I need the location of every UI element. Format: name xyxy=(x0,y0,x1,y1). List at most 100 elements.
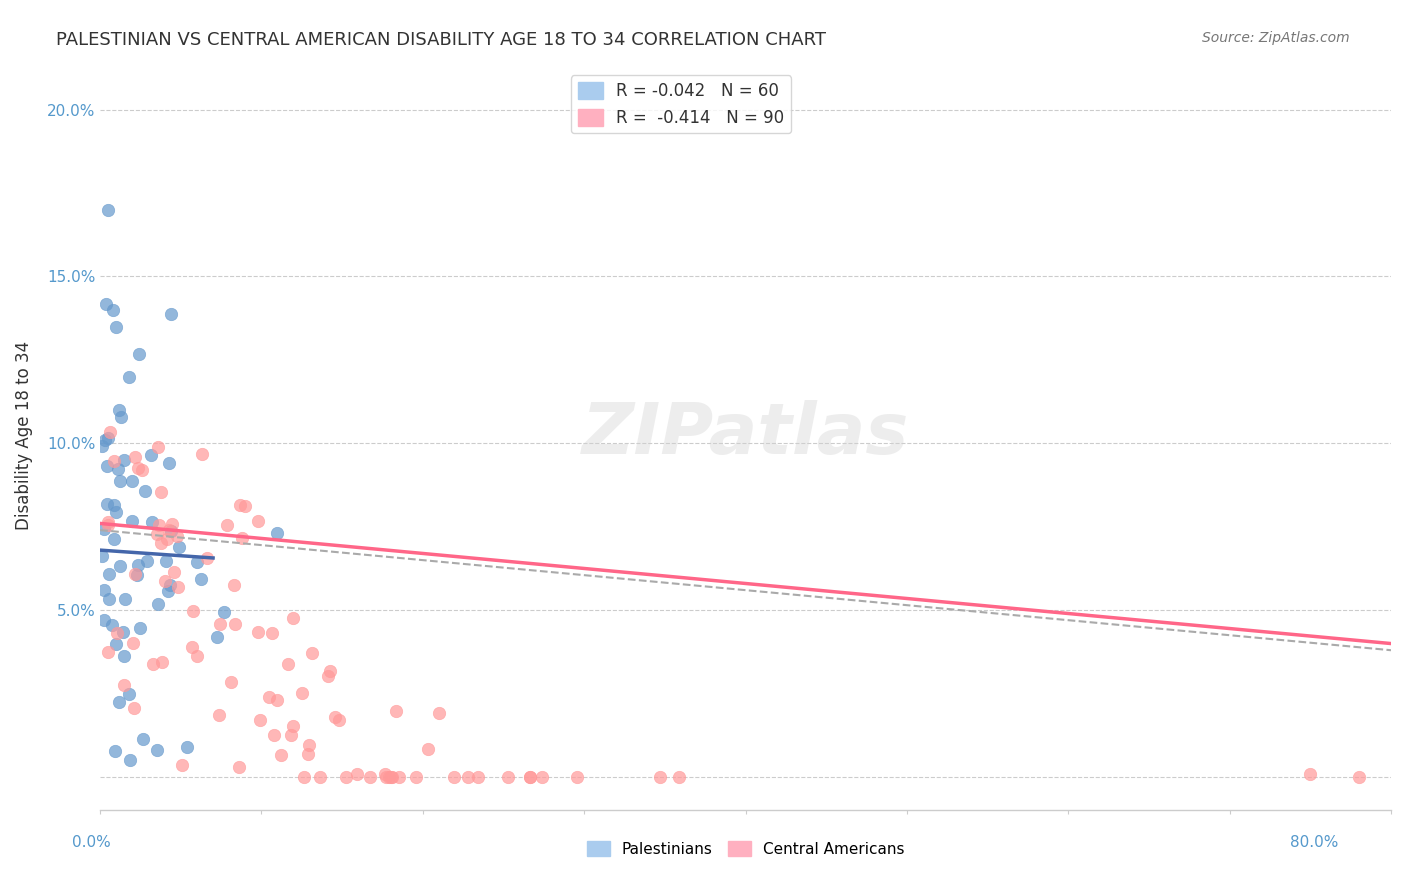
Point xyxy=(157,524,180,538)
Point xyxy=(96,497,118,511)
Point xyxy=(246,514,269,528)
Point xyxy=(530,770,553,784)
Point xyxy=(139,448,162,462)
Point xyxy=(231,531,253,545)
Point xyxy=(103,744,125,758)
Point xyxy=(112,649,135,664)
Point xyxy=(319,664,342,678)
Point xyxy=(163,565,186,579)
Point xyxy=(112,624,135,639)
Point xyxy=(257,690,280,704)
Point xyxy=(156,584,179,599)
Point xyxy=(97,431,120,445)
Point xyxy=(224,616,246,631)
Point xyxy=(98,566,121,581)
Point xyxy=(97,518,120,533)
Point xyxy=(160,524,183,538)
Point xyxy=(388,770,411,784)
Point xyxy=(650,770,672,784)
Point xyxy=(385,704,408,718)
Point xyxy=(246,625,269,640)
Point xyxy=(191,447,214,461)
Point xyxy=(105,637,128,651)
Point xyxy=(110,558,132,573)
Point xyxy=(197,550,219,565)
Point xyxy=(101,302,124,317)
Point xyxy=(170,757,193,772)
Point xyxy=(98,592,121,607)
Point xyxy=(153,574,176,588)
Point xyxy=(190,572,212,586)
Point xyxy=(108,403,131,417)
Point xyxy=(668,770,690,784)
Point xyxy=(124,450,146,464)
Point xyxy=(228,760,250,774)
Point xyxy=(146,598,169,612)
Point xyxy=(328,713,350,727)
Point xyxy=(374,766,396,780)
Text: 0.0%: 0.0% xyxy=(72,836,111,850)
Point xyxy=(283,718,305,732)
Point xyxy=(101,618,124,632)
Point xyxy=(221,674,243,689)
Point xyxy=(149,536,172,550)
Point xyxy=(131,731,153,746)
Point xyxy=(142,657,165,672)
Point xyxy=(118,687,141,701)
Point xyxy=(167,580,190,594)
Text: PALESTINIAN VS CENTRAL AMERICAN DISABILITY AGE 18 TO 34 CORRELATION CHART: PALESTINIAN VS CENTRAL AMERICAN DISABILI… xyxy=(56,31,827,49)
Point xyxy=(297,747,319,761)
Point xyxy=(222,578,245,592)
Point xyxy=(519,770,541,784)
Point xyxy=(112,678,135,692)
Point xyxy=(146,526,169,541)
Point xyxy=(107,461,129,475)
Point xyxy=(122,700,145,714)
Point xyxy=(110,409,132,424)
Point xyxy=(292,770,315,784)
Point xyxy=(309,770,332,784)
Point xyxy=(160,517,183,532)
Legend: R = -0.042   N = 60, R =  -0.414   N = 90: R = -0.042 N = 60, R = -0.414 N = 90 xyxy=(571,76,792,134)
Point xyxy=(146,440,169,454)
Point xyxy=(381,770,404,784)
Point xyxy=(90,438,112,452)
Point xyxy=(96,296,118,310)
Point xyxy=(186,649,208,664)
Point xyxy=(148,518,170,533)
Point xyxy=(1299,766,1322,780)
Point xyxy=(127,461,149,475)
Point xyxy=(380,770,402,784)
Point xyxy=(149,485,172,500)
Point xyxy=(1347,770,1369,784)
Point xyxy=(405,770,427,784)
Point xyxy=(141,515,163,529)
Point xyxy=(217,517,239,532)
Point xyxy=(519,770,541,784)
Point xyxy=(249,713,271,727)
Point xyxy=(97,202,120,217)
Point xyxy=(260,625,283,640)
Point xyxy=(131,463,153,477)
Point xyxy=(94,433,117,447)
Point xyxy=(335,770,357,784)
Point xyxy=(323,710,346,724)
Point xyxy=(443,770,465,784)
Point xyxy=(167,540,190,554)
Point xyxy=(427,706,450,721)
Point xyxy=(467,770,489,784)
Point xyxy=(91,549,114,564)
Point xyxy=(155,554,177,568)
Point xyxy=(134,484,156,499)
Point xyxy=(359,770,381,784)
Point xyxy=(156,533,179,547)
Point xyxy=(416,742,439,756)
Point xyxy=(263,728,285,742)
Point xyxy=(93,613,115,627)
Point xyxy=(114,591,136,606)
Point xyxy=(96,458,118,473)
Text: 80.0%: 80.0% xyxy=(1291,836,1339,850)
Point xyxy=(159,307,181,321)
Point xyxy=(97,516,120,530)
Point xyxy=(159,577,181,591)
